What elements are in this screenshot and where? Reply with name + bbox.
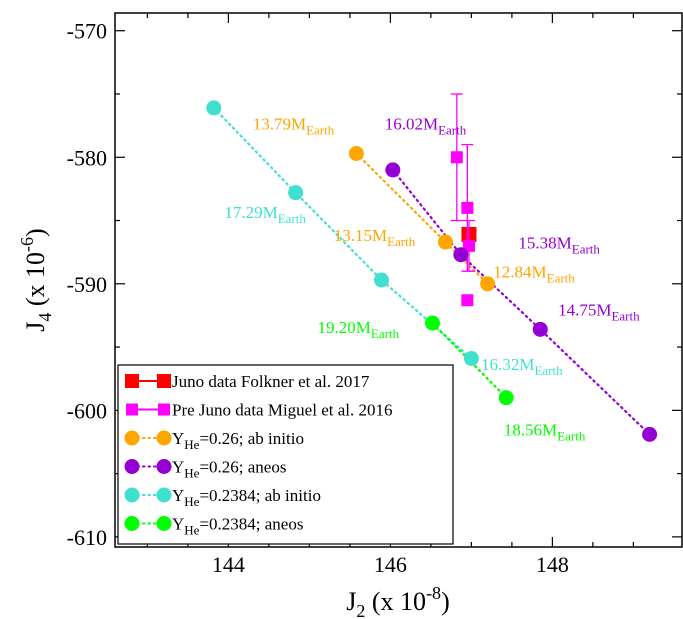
mass-label: 13.15MEarth bbox=[334, 226, 416, 249]
legend-marker bbox=[157, 374, 171, 388]
mass-label: 12.84MEarth bbox=[493, 262, 575, 285]
data-point-circle bbox=[463, 350, 479, 366]
legend-label: YHe=0.2384; ab initio bbox=[172, 486, 321, 509]
series-line-3 bbox=[391, 168, 651, 436]
data-point-circle bbox=[453, 247, 469, 263]
x-tick-label: 148 bbox=[536, 552, 569, 577]
y-tick-label: -610 bbox=[67, 525, 107, 550]
data-point-circle bbox=[498, 390, 514, 406]
legend-marker bbox=[156, 459, 172, 474]
mass-label: 19.20MEarth bbox=[318, 318, 400, 341]
data-point-circle bbox=[385, 162, 401, 178]
mass-label: 15.38MEarth bbox=[518, 233, 600, 256]
data-point-circle bbox=[206, 100, 222, 116]
data-point-square bbox=[461, 294, 474, 307]
data-point-circle bbox=[480, 276, 496, 292]
y-axis-label: J4 (x 10-6) bbox=[17, 228, 55, 331]
y-tick-label: -590 bbox=[67, 272, 107, 297]
mass-label: 16.02MEarth bbox=[385, 114, 467, 137]
data-point-circle bbox=[437, 234, 453, 250]
data-point-circle bbox=[288, 185, 304, 201]
mass-label: 18.56MEarth bbox=[504, 421, 586, 444]
series-line-5 bbox=[431, 321, 508, 399]
legend-label: YHe=0.2384; aneos bbox=[172, 515, 303, 538]
mass-label: 14.75MEarth bbox=[558, 300, 640, 323]
legend-box bbox=[117, 364, 454, 545]
data-point-circle bbox=[425, 315, 441, 331]
mass-label: 16.32MEarth bbox=[481, 355, 563, 378]
data-point-circle bbox=[532, 321, 548, 337]
legend-label: Juno data Folkner et al. 2017 bbox=[172, 372, 370, 391]
data-point-square bbox=[462, 239, 475, 252]
x-axis-label: J2 (x 10-8) bbox=[346, 583, 449, 619]
legend-marker bbox=[124, 516, 140, 531]
data-point-circle bbox=[373, 272, 389, 288]
mass-label: 17.29MEarth bbox=[224, 203, 306, 226]
mass-label: 13.79MEarth bbox=[253, 114, 335, 137]
x-tick-label: 144 bbox=[212, 552, 245, 577]
legend-marker bbox=[124, 459, 140, 474]
legend-marker bbox=[158, 403, 170, 416]
legend-marker bbox=[156, 430, 172, 446]
data-point-square bbox=[450, 151, 463, 164]
y-tick-label: -570 bbox=[67, 19, 107, 44]
data-point-circle bbox=[348, 145, 364, 161]
legend-label: Pre Juno data Miguel et al. 2016 bbox=[172, 401, 393, 420]
x-tick-label: 146 bbox=[374, 552, 407, 577]
legend-label: YHe=0.26; aneos bbox=[172, 458, 286, 481]
legend-marker bbox=[126, 403, 138, 416]
legend-marker bbox=[125, 374, 139, 388]
legend-marker bbox=[156, 516, 172, 531]
legend-marker bbox=[156, 487, 172, 503]
y-tick-label: -580 bbox=[67, 145, 107, 170]
data-point-square bbox=[461, 201, 474, 214]
y-tick-label: -600 bbox=[67, 398, 107, 423]
legend-marker bbox=[124, 430, 140, 446]
legend-label: YHe=0.26; ab initio bbox=[172, 429, 304, 452]
plot-frame bbox=[114, 12, 683, 548]
legend-marker bbox=[124, 487, 140, 503]
data-point-circle bbox=[642, 426, 658, 442]
